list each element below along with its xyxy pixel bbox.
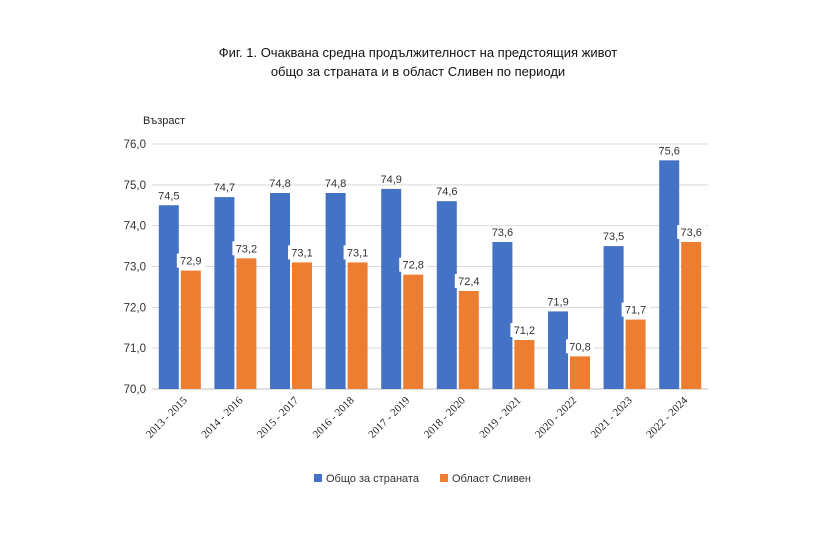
data-label: 73,1 bbox=[291, 247, 312, 259]
y-tick-label: 75,0 bbox=[124, 180, 146, 192]
data-label: 72,9 bbox=[180, 256, 201, 268]
data-label-bg bbox=[176, 253, 205, 268]
y-tick-label: 72,0 bbox=[124, 302, 146, 314]
y-tick-label: 71,0 bbox=[124, 343, 146, 355]
y-axis-label: Възраст bbox=[143, 115, 185, 127]
data-label: 74,8 bbox=[325, 178, 346, 190]
bar-country bbox=[548, 311, 568, 389]
bar-country bbox=[659, 160, 680, 389]
data-label-bg bbox=[232, 241, 261, 256]
x-tick-label: 2021 - 2023 bbox=[589, 394, 635, 440]
x-tick-label: 2020 - 2022 bbox=[533, 395, 579, 441]
data-label-bg bbox=[677, 225, 706, 239]
legend-entry: Общо за страната bbox=[326, 473, 420, 485]
data-label: 75,6 bbox=[658, 145, 679, 157]
data-label: 74,5 bbox=[158, 190, 179, 202]
data-label: 73,6 bbox=[492, 227, 513, 239]
bar-sliven bbox=[681, 242, 702, 389]
gridlines bbox=[152, 143, 708, 390]
bar-country bbox=[492, 242, 513, 389]
bar-sliven bbox=[180, 270, 201, 389]
data-label-bg bbox=[621, 302, 650, 317]
x-axis-ticks: 2013 - 2015 2014 - 2016 2015 - 2017 2016 - … bbox=[144, 394, 691, 440]
data-label: 74,6 bbox=[436, 186, 457, 198]
chart-title: Фиг. 1. Очаквана средна продължителност … bbox=[219, 45, 618, 60]
data-label: 73,2 bbox=[236, 243, 257, 255]
bar-sliven bbox=[570, 356, 590, 389]
bar-country bbox=[325, 193, 346, 389]
data-label: 74,7 bbox=[214, 182, 235, 194]
data-label-bg bbox=[399, 257, 428, 272]
data-label: 71,9 bbox=[547, 296, 568, 308]
bars bbox=[158, 160, 702, 389]
data-label: 74,9 bbox=[380, 174, 401, 186]
data-label: 72,4 bbox=[458, 276, 479, 288]
data-label: 70,8 bbox=[569, 341, 590, 353]
chart-subtitle: общо за страната и в област Сливен по пе… bbox=[271, 64, 565, 79]
data-label-bg bbox=[454, 274, 483, 288]
data-label-bg bbox=[510, 323, 539, 337]
data-label: 72,8 bbox=[402, 260, 423, 272]
data-label: 71,7 bbox=[625, 305, 646, 317]
bar-sliven bbox=[236, 258, 257, 389]
y-tick-label: 76,0 bbox=[124, 139, 146, 151]
bar-sliven bbox=[347, 262, 368, 389]
data-label: 73,1 bbox=[347, 247, 368, 259]
data-label-bg bbox=[288, 245, 316, 260]
x-tick-label: 2019 - 2021 bbox=[477, 395, 523, 441]
bar-country bbox=[158, 205, 179, 389]
bar-sliven bbox=[625, 319, 646, 389]
y-tick-label: 70,0 bbox=[124, 384, 146, 396]
bar-sliven bbox=[292, 262, 312, 389]
x-tick-label: 2016 - 2018 bbox=[311, 394, 357, 440]
data-label-bg bbox=[343, 245, 372, 260]
bar-country bbox=[214, 197, 235, 389]
legend-swatch bbox=[314, 474, 322, 482]
bar-country bbox=[603, 246, 624, 389]
y-axis-ticks: 70,0 71,0 72,0 73,0 74,0 75,0 76,0 bbox=[124, 139, 146, 396]
legend-entry: Област Сливен bbox=[452, 473, 531, 485]
data-label: 73,6 bbox=[680, 227, 701, 239]
x-tick-label: 2017 - 2019 bbox=[366, 394, 412, 440]
data-label-bg bbox=[566, 339, 594, 354]
bar-sliven bbox=[514, 340, 535, 389]
y-tick-label: 73,0 bbox=[124, 262, 146, 274]
x-tick-label: 2018 - 2020 bbox=[422, 394, 468, 440]
legend: Общо за страната Област Сливен bbox=[314, 473, 531, 485]
bar-sliven bbox=[458, 291, 479, 389]
data-label: 74,8 bbox=[269, 178, 290, 190]
x-tick-label: 2013 - 2015 bbox=[144, 394, 190, 440]
bar-country bbox=[270, 193, 290, 389]
x-tick-label: 2022 - 2024 bbox=[644, 394, 690, 440]
x-tick-label: 2015 - 2017 bbox=[255, 394, 301, 440]
data-label: 71,2 bbox=[514, 325, 535, 337]
bar-sliven bbox=[403, 274, 424, 389]
bar-country bbox=[436, 201, 457, 389]
data-label: 73,5 bbox=[603, 231, 624, 243]
data-labels: 74,5 72,9 74,7 73,2 74,8 73,1 74,8 73,1 74,9 72,8… bbox=[158, 145, 706, 354]
x-tick-label: 2014 - 2016 bbox=[199, 394, 245, 440]
bar-country bbox=[381, 188, 402, 389]
legend-swatch bbox=[440, 474, 448, 482]
y-tick-label: 74,0 bbox=[124, 221, 146, 233]
